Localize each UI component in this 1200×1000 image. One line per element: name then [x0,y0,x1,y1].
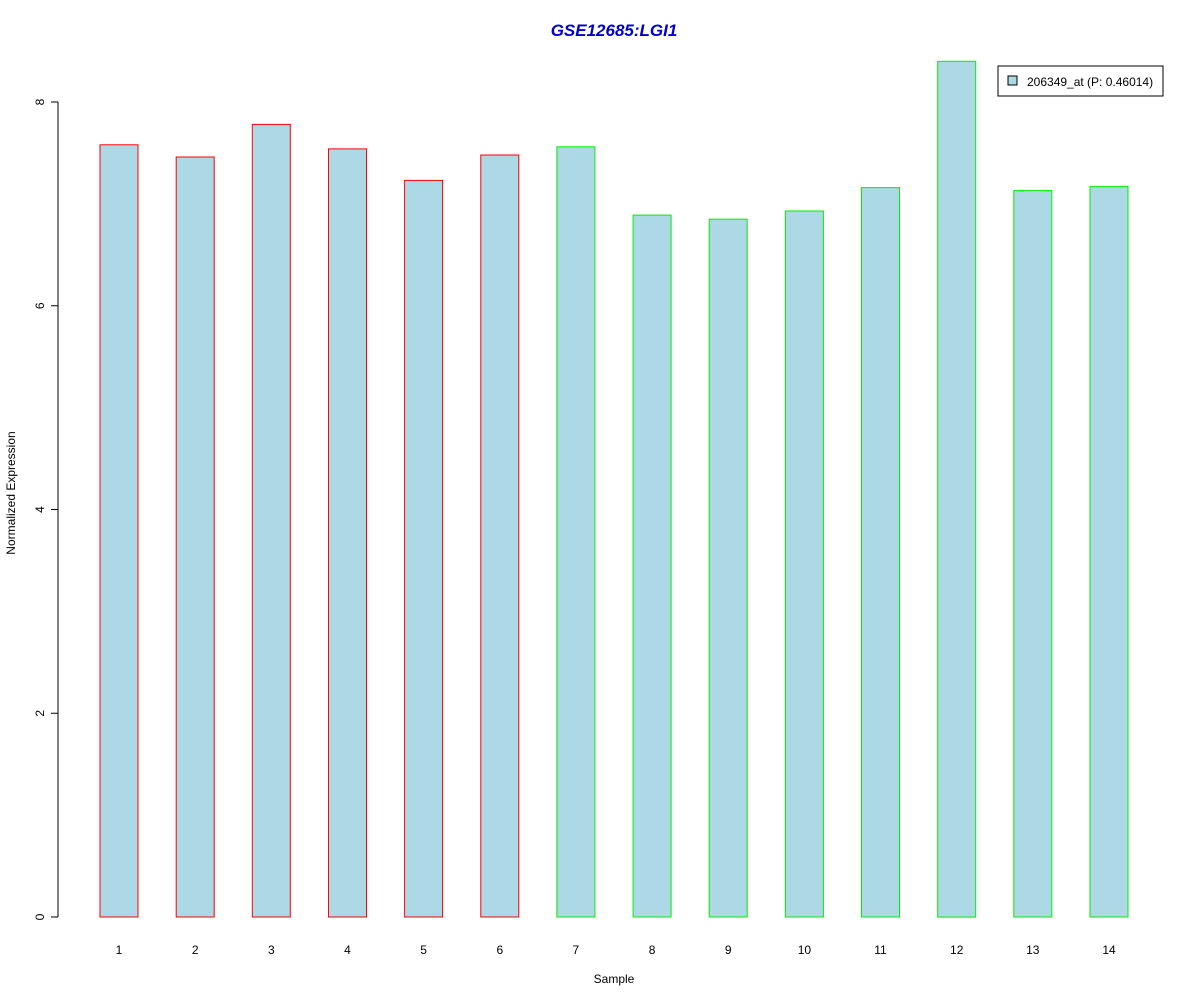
bar-sample-3 [251,123,291,918]
bar-sample-7 [556,146,596,918]
y-tick-label: 8 [33,98,47,105]
legend: 206349_at (P: 0.46014) [997,65,1164,97]
x-tick-label: 9 [725,943,732,957]
bar-sample-5 [404,179,444,918]
bar-sample-10 [784,210,824,918]
y-tick-label: 0 [33,913,47,920]
chart-title: GSE12685:LGI1 [551,21,678,40]
y-tick-label: 2 [33,710,47,717]
x-tick-label: 14 [1102,943,1116,957]
y-axis-label: Normalized Expression [4,431,18,554]
bar-sample-14 [1089,186,1129,918]
bar-sample-2 [175,156,215,918]
x-tick-label: 11 [874,943,887,957]
legend-swatch [1007,75,1018,86]
x-tick-label: 1 [116,943,123,957]
legend-box [997,65,1164,97]
x-tick-labels: 1 2 3 4 5 6 7 8 9 10 11 12 13 14 [116,943,1116,957]
x-tick-label: 4 [344,943,351,957]
y-tick-label: 6 [33,302,47,309]
bar-sample-8 [632,214,672,918]
bar-sample-11 [861,187,900,918]
x-tick-label: 13 [1026,943,1040,957]
x-tick-label: 10 [798,943,812,957]
x-tick-label: 2 [192,943,199,957]
bar-sample-1 [99,144,139,918]
bar-sample-12 [937,60,977,918]
x-tick-label: 6 [496,943,503,957]
x-tick-label: 3 [268,943,275,957]
bar-sample-13 [1013,190,1053,918]
bar-sample-4 [328,148,367,918]
bar-sample-6 [480,154,520,918]
legend-entry: 206349_at (P: 0.46014) [1027,75,1153,89]
x-tick-label: 7 [573,943,580,957]
bars-group [99,60,1129,918]
y-tick-label: 4 [33,506,47,513]
x-tick-label: 5 [420,943,427,957]
bar-sample-9 [708,218,748,918]
x-tick-label: 12 [950,943,964,957]
x-tick-label: 8 [649,943,656,957]
y-axis: 0 2 4 6 8 [33,98,59,920]
x-axis-label: Sample [594,972,635,986]
